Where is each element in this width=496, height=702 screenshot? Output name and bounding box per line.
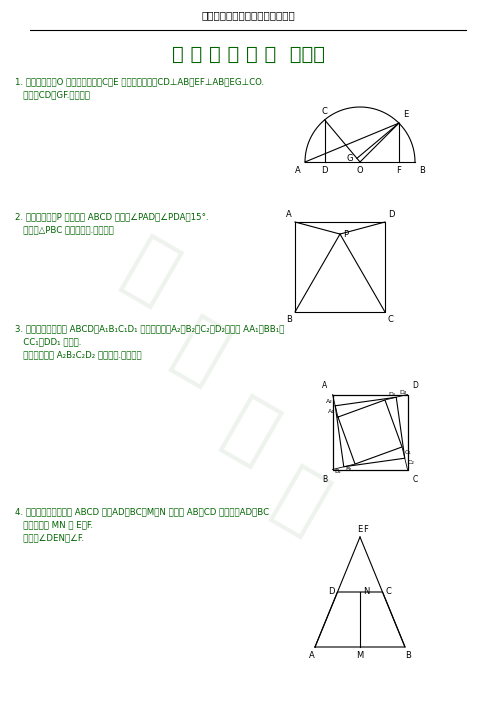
Text: 启: 启	[112, 228, 188, 315]
Text: E: E	[358, 525, 363, 534]
Text: N: N	[363, 588, 370, 597]
Text: C: C	[388, 315, 394, 324]
Text: A₁: A₁	[328, 409, 335, 414]
Text: F: F	[396, 166, 401, 175]
Text: 经 典 几 何 专 题  （一）: 经 典 几 何 专 题 （一）	[172, 44, 324, 63]
Text: 4. 已知：如图，在梯形 ABCD 中，AD＝BC，M、N 分别是 AB、CD 的中点，AD、BC: 4. 已知：如图，在梯形 ABCD 中，AD＝BC，M、N 分别是 AB、CD …	[15, 507, 269, 516]
Text: M: M	[356, 651, 364, 660]
Text: B: B	[286, 315, 292, 324]
Text: 育: 育	[261, 458, 338, 545]
Text: D₁: D₁	[388, 392, 395, 397]
Text: C₁: C₁	[405, 450, 412, 455]
Text: 求证：四边形 A₂B₂C₂D₂ 是正方形.（初二）: 求证：四边形 A₂B₂C₂D₂ 是正方形.（初二）	[15, 350, 142, 359]
Text: A₂: A₂	[325, 399, 332, 404]
Text: 2. 已知：如图，P 是正方形 ABCD 内点，∠PAD＝∠PDA＝15°.: 2. 已知：如图，P 是正方形 ABCD 内点，∠PAD＝∠PDA＝15°.	[15, 212, 209, 221]
Text: B: B	[322, 475, 327, 484]
Text: B₂: B₂	[334, 469, 341, 474]
Text: B₁: B₁	[345, 467, 352, 472]
Text: 宝剑锋从磨砺出，梅花香自苦寒来: 宝剑锋从磨砺出，梅花香自苦寒来	[201, 10, 295, 20]
Text: C₂: C₂	[408, 461, 415, 465]
Text: 的延长线交 MN 于 E、F.: 的延长线交 MN 于 E、F.	[15, 520, 93, 529]
Text: A: A	[309, 651, 315, 660]
Text: B: B	[419, 166, 425, 175]
Text: D₂: D₂	[399, 390, 407, 395]
Text: 求证：∠DEN＝∠F.: 求证：∠DEN＝∠F.	[15, 533, 84, 542]
Text: A: A	[286, 210, 292, 219]
Text: O: O	[357, 166, 363, 175]
Text: D: D	[321, 166, 328, 175]
Text: 1. 已知：如图，O 是半圆的圆心，C、E 是圆上的两点，CD⊥AB，EF⊥AB，EG⊥CO.: 1. 已知：如图，O 是半圆的圆心，C、E 是圆上的两点，CD⊥AB，EF⊥AB…	[15, 77, 264, 86]
Text: B: B	[405, 651, 411, 660]
Text: D: D	[413, 380, 418, 390]
Text: C: C	[385, 588, 391, 597]
Text: D: D	[328, 588, 334, 597]
Text: E: E	[403, 110, 408, 119]
Text: P: P	[343, 230, 348, 239]
Text: 教: 教	[212, 388, 288, 475]
Text: CC₁、DD₁ 的中点.: CC₁、DD₁ 的中点.	[15, 337, 81, 346]
Text: 求证：△PBC 是正三角形.（初二）: 求证：△PBC 是正三角形.（初二）	[15, 225, 114, 234]
Text: C: C	[413, 475, 418, 484]
Text: C: C	[322, 107, 327, 116]
Text: A: A	[295, 166, 301, 175]
Text: A: A	[322, 380, 327, 390]
Text: 光: 光	[162, 308, 239, 395]
Text: 3. 如图，已知四边形 ABCD、A₁B₁C₁D₁ 都是正方形，A₂、B₂、C₂、D₂分别是 AA₁、BB₁、: 3. 如图，已知四边形 ABCD、A₁B₁C₁D₁ 都是正方形，A₂、B₂、C₂…	[15, 324, 284, 333]
Text: G: G	[346, 154, 353, 163]
Text: D: D	[388, 210, 394, 219]
Text: 求证：CD＝GF.（初二）: 求证：CD＝GF.（初二）	[15, 90, 90, 99]
Text: F: F	[363, 525, 368, 534]
